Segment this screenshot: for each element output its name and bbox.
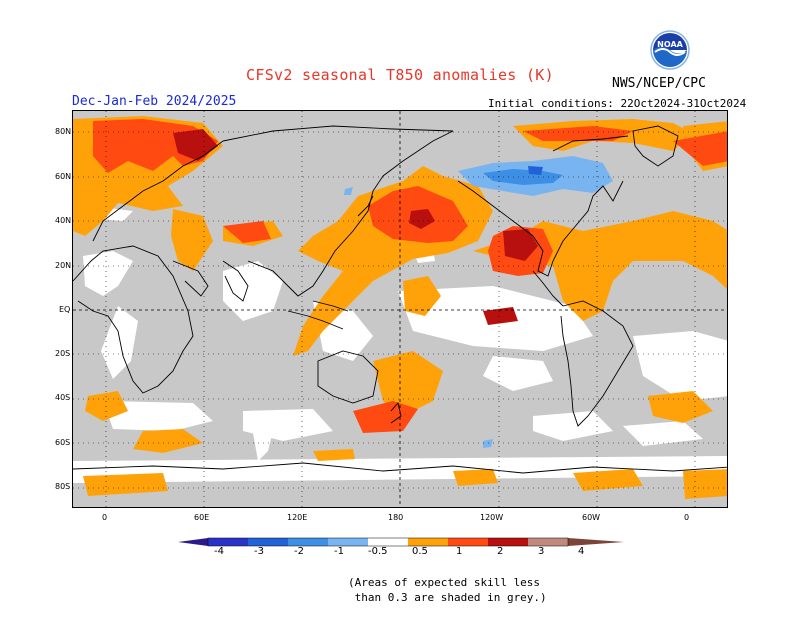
colorbar-label: 3 (538, 546, 545, 557)
colorbar-bin-neg4-neg3 (208, 538, 248, 546)
colorbar-bin-neutral (368, 538, 408, 546)
colorbar-label: -3 (254, 546, 264, 557)
colorbar-label: 1 (456, 546, 463, 557)
anomaly-map (72, 110, 728, 508)
skill-footnote: (Areas of expected skill less than 0.3 a… (348, 575, 547, 605)
svg-text:NOAA: NOAA (657, 40, 683, 49)
reference-lines (73, 111, 727, 507)
colorbar-bin-1-2 (448, 538, 488, 546)
lat-label-20s: 20S (55, 349, 71, 358)
lat-label-60s: 60S (55, 438, 71, 447)
lon-label-60w: 60W (582, 513, 601, 522)
lon-label-0: 0 (102, 513, 108, 522)
colorbar-label: -0.5 (368, 546, 388, 557)
lat-label-60n: 60N (55, 172, 72, 181)
lat-label-40s: 40S (55, 393, 71, 402)
lat-label-80n: 80N (55, 127, 72, 136)
colorbar-arrow-low (178, 538, 208, 546)
colorbar-arrow-high (568, 538, 624, 546)
colorbar-label: -2 (294, 546, 304, 557)
colorbar-bin-3-4 (528, 538, 568, 546)
lon-label-0-east: 0 (684, 513, 690, 522)
anomaly-2-3 (173, 129, 538, 325)
lat-label-20n: 20N (55, 261, 72, 270)
agency-label: NWS/NCEP/CPC (612, 76, 706, 91)
colorbar-label: 4 (578, 546, 585, 557)
colorbar (178, 537, 624, 547)
lat-label-eq: EQ (59, 305, 71, 314)
initial-conditions: Initial conditions: 22Oct2024-31Oct2024 (488, 97, 747, 110)
skill-footnote-line2: than 0.3 are shaded in grey.) (348, 591, 547, 604)
colorbar-label: 2 (497, 546, 504, 557)
skill-footnote-line1: (Areas of expected skill less (348, 576, 541, 589)
lon-label-120w: 120W (480, 513, 504, 522)
coastlines (73, 125, 727, 474)
lat-label-80s: 80S (55, 482, 71, 491)
noaa-logo: NOAA (650, 30, 690, 70)
lon-label-120e: 120E (287, 513, 308, 522)
colorbar-bin-neg1-neg05 (328, 538, 368, 546)
lon-label-180: 180 (388, 513, 404, 522)
colorbar-bin-neg3-neg2 (248, 538, 288, 546)
anomaly-map-canvas (73, 111, 727, 507)
colorbar-bin-05-1 (408, 538, 448, 546)
colorbar-bin-2-3 (488, 538, 528, 546)
lon-label-60e: 60E (194, 513, 210, 522)
colorbar-bin-neg2-neg1 (288, 538, 328, 546)
negative-anomalies (344, 156, 613, 448)
lat-label-40n: 40N (55, 216, 72, 225)
forecast-period: Dec-Jan-Feb 2024/2025 (72, 94, 237, 109)
colorbar-label: -4 (214, 546, 224, 557)
colorbar-label: -1 (334, 546, 344, 557)
map-title: CFSv2 seasonal T850 anomalies (K) (246, 66, 554, 84)
colorbar-label: 0.5 (412, 546, 428, 557)
